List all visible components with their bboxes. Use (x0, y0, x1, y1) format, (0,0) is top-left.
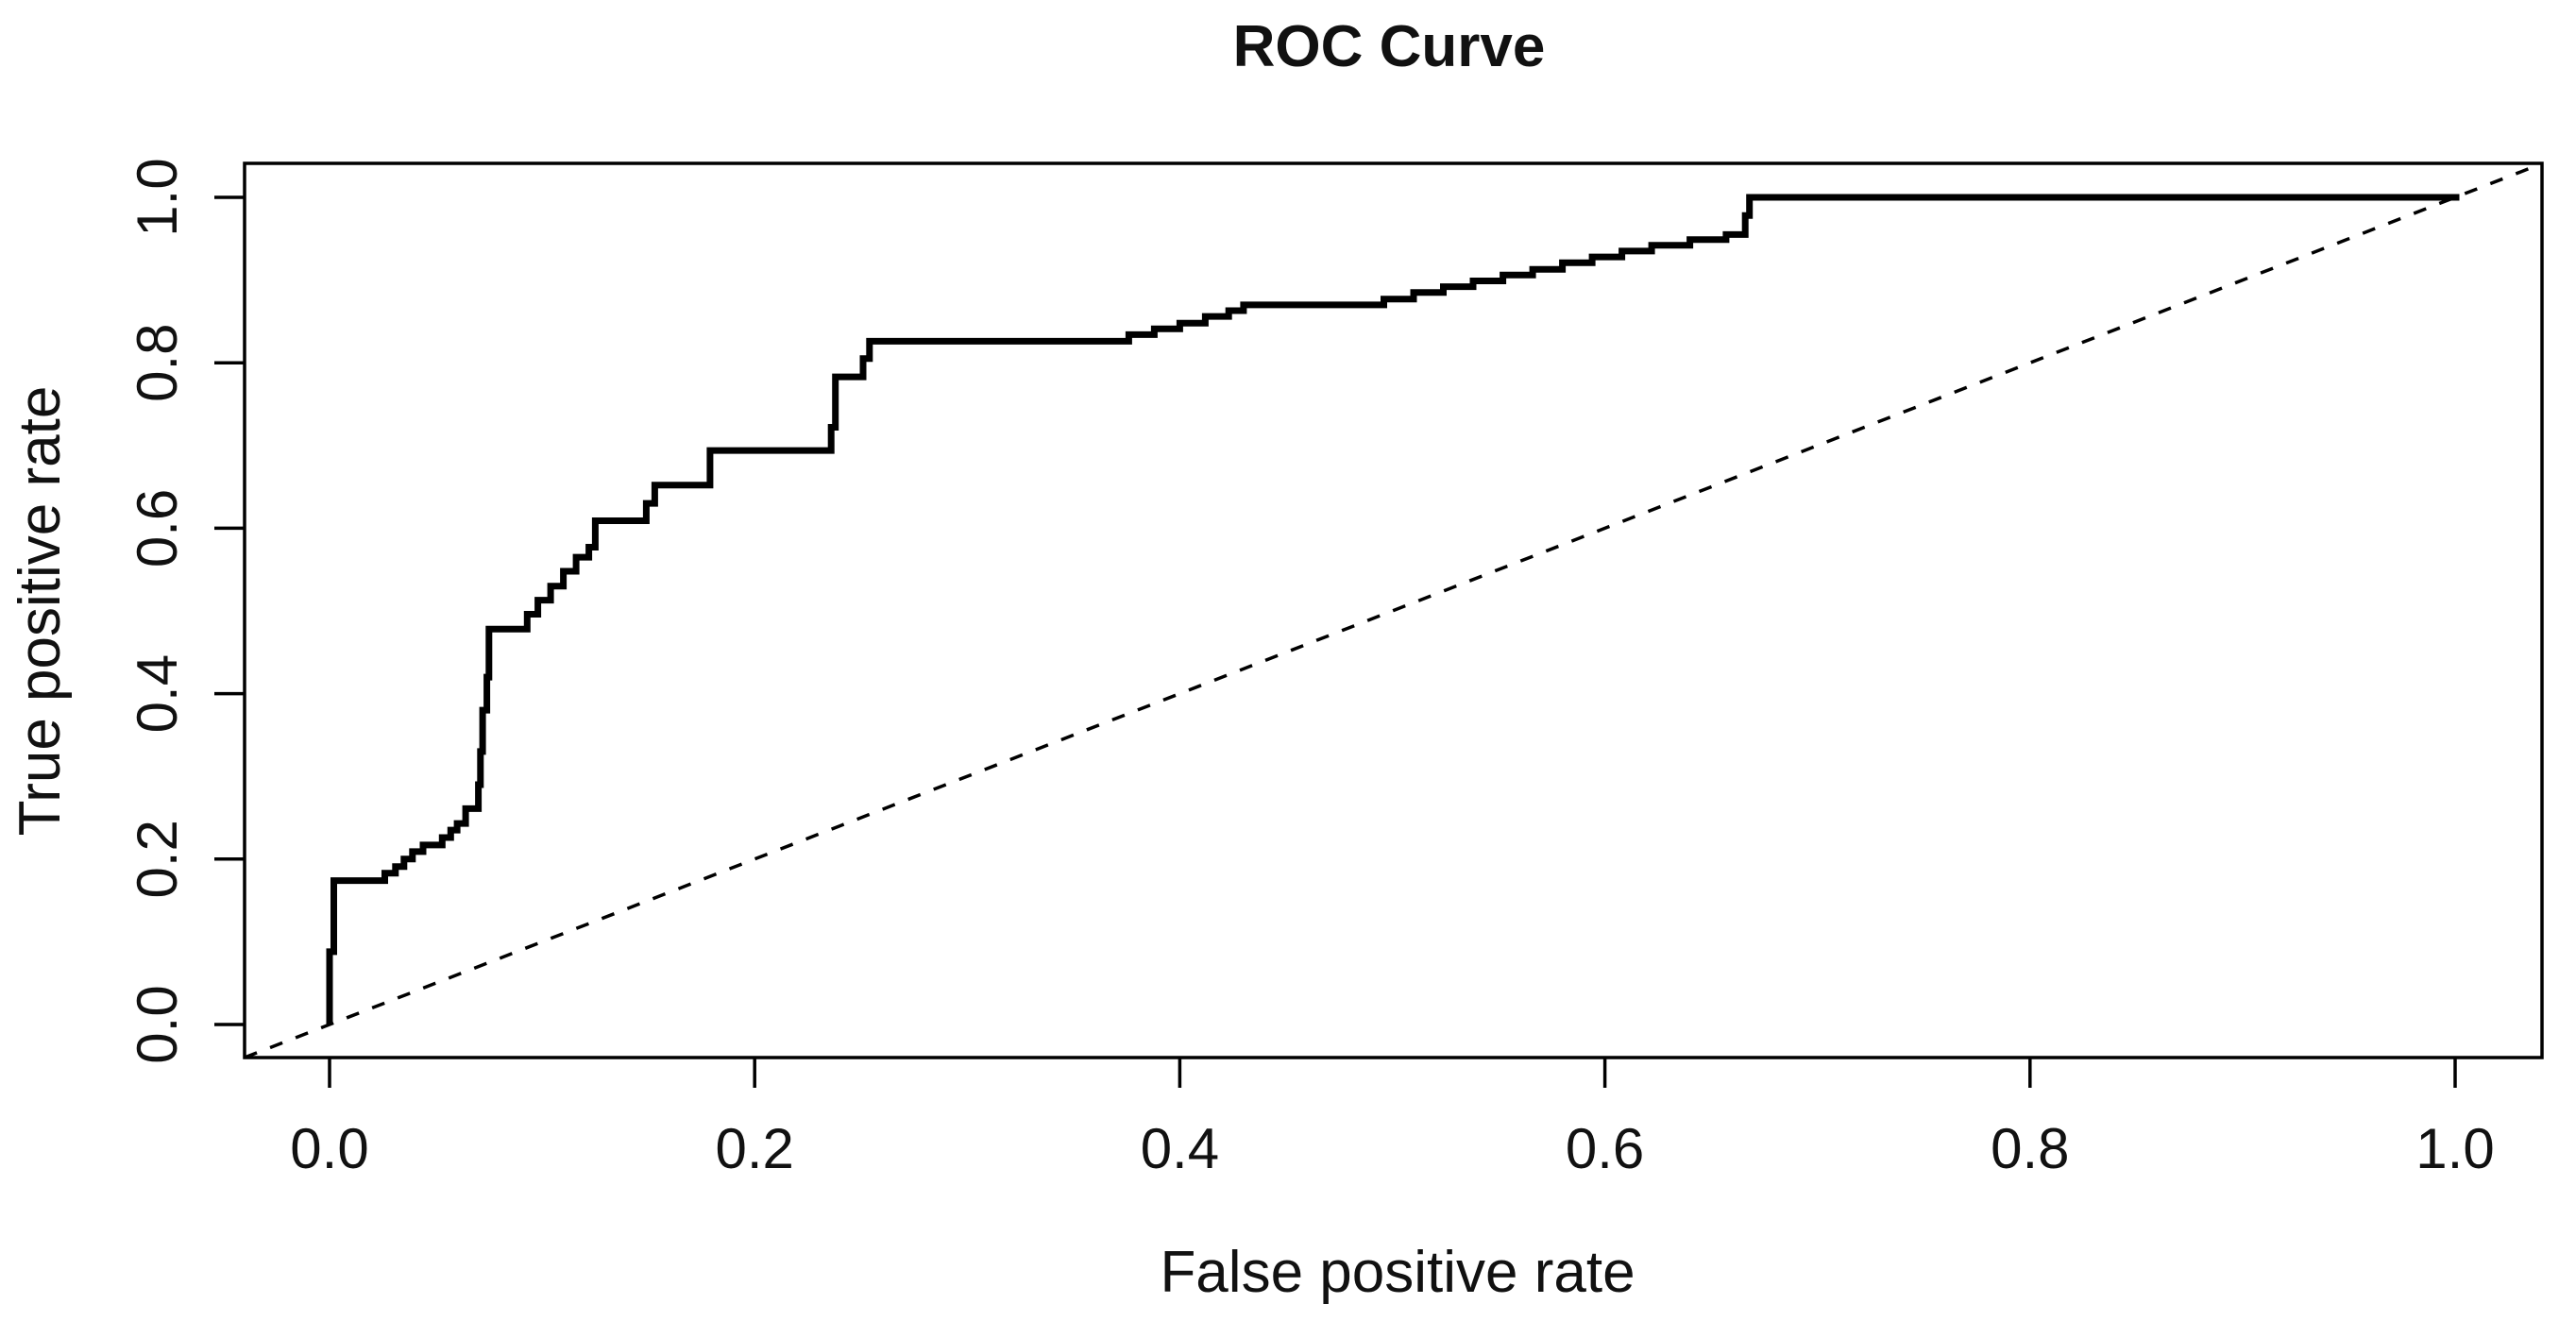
x-tick-label: 0.8 (1991, 1117, 2069, 1180)
y-tick-label: 0.2 (126, 820, 189, 898)
y-tick-label: 0.4 (126, 654, 189, 733)
x-tick-label: 1.0 (2415, 1117, 2494, 1180)
y-tick-label: 1.0 (126, 158, 189, 236)
chance-diagonal-line (244, 161, 2543, 1059)
x-tick-label: 0.4 (1141, 1117, 1219, 1180)
y-tick-label: 0.8 (126, 323, 189, 401)
y-tick-label: 0.0 (126, 985, 189, 1063)
x-axis-ticks: 0.0 0.2 0.4 0.6 0.8 1.0 (290, 1058, 2495, 1180)
y-tick-label: 0.6 (126, 489, 189, 567)
roc-curve-line (326, 194, 2460, 1025)
y-axis-ticks: 0.0 0.2 0.4 0.6 0.8 1.0 (126, 158, 245, 1064)
x-tick-label: 0.0 (290, 1117, 368, 1180)
x-tick-label: 0.2 (715, 1117, 793, 1180)
x-tick-label: 0.6 (1566, 1117, 1644, 1180)
plot-box (243, 161, 2544, 1059)
chart-title: ROC Curve (1233, 14, 1546, 79)
x-axis-label: False positive rate (1160, 1240, 1635, 1305)
y-axis-label: True positive rate (8, 386, 73, 837)
